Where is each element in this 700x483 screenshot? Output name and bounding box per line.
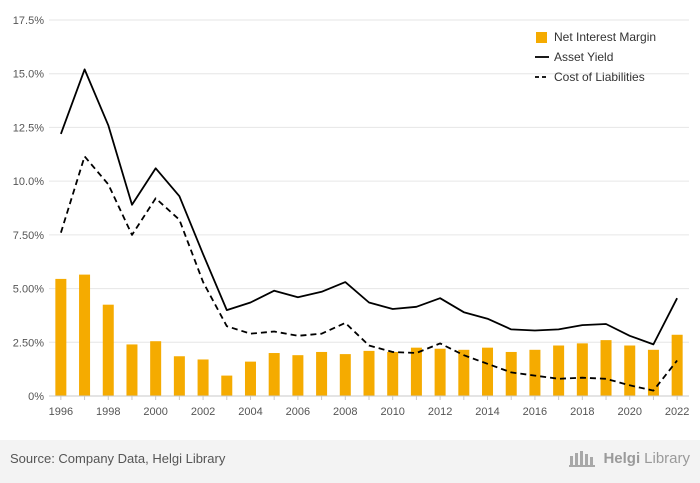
x-tick-label: 2010: [380, 406, 404, 418]
bar-net-interest-margin: [434, 348, 446, 396]
y-tick-label: 17.5%: [13, 15, 44, 27]
bar-net-interest-margin: [150, 341, 162, 396]
x-tick-label: 1996: [49, 406, 73, 418]
y-tick-label: 0%: [28, 391, 44, 403]
bar-net-interest-margin: [221, 375, 233, 396]
x-tick-label: 2008: [333, 406, 357, 418]
x-tick-label: 2012: [428, 406, 452, 418]
bar-net-interest-margin: [410, 347, 422, 396]
bar-net-interest-margin: [268, 353, 280, 396]
x-tick-label: 2002: [191, 406, 215, 418]
bar-net-interest-margin: [387, 351, 399, 396]
library-building-icon: [569, 451, 596, 467]
line-cost-of-liabilities: [60, 155, 678, 392]
x-tick-label: 2016: [523, 406, 547, 418]
legend-swatch-bar: [536, 32, 547, 43]
bar-net-interest-margin: [102, 304, 114, 396]
logo-text-helgi: Helgi: [603, 449, 641, 467]
x-tick-label: 2022: [665, 406, 689, 418]
bar-net-interest-margin: [79, 274, 91, 396]
bar-net-interest-margin: [316, 351, 328, 396]
bar-net-interest-margin: [482, 347, 494, 396]
bar-net-interest-margin: [600, 340, 612, 396]
x-tick-label: 2004: [238, 406, 262, 418]
y-tick-label: 12.5%: [13, 122, 44, 134]
bar-net-interest-margin: [339, 354, 351, 396]
line-layer: [60, 68, 678, 392]
legend-label: Cost of Liabilities: [554, 70, 645, 84]
bar-net-interest-margin: [671, 334, 683, 396]
bar-net-interest-margin: [244, 361, 256, 396]
bar-net-interest-margin: [576, 343, 588, 396]
bar-net-interest-margin: [647, 349, 659, 396]
bar-net-interest-margin: [126, 344, 138, 396]
x-tick-label: 2018: [570, 406, 594, 418]
y-tick-label: 7.50%: [13, 230, 44, 242]
legend-label: Net Interest Margin: [554, 30, 656, 44]
bar-net-interest-margin: [173, 356, 185, 396]
legend: Net Interest Margin Asset Yield Cost of Li…: [535, 30, 656, 84]
bar-net-interest-margin: [505, 351, 517, 396]
y-tick-label: 15.0%: [13, 69, 44, 81]
bar-net-interest-margin: [197, 359, 209, 396]
x-tick-label: 2006: [286, 406, 310, 418]
chart-svg: 0% 2.50% 5.00% 7.50% 10.0% 12.5% 15.0% 17.5% 199…: [13, 15, 690, 418]
line-asset-yield: [60, 68, 678, 346]
bar-net-interest-margin: [363, 350, 375, 396]
bar-net-interest-margin: [553, 345, 565, 396]
logo-text-library: Library: [644, 449, 690, 467]
bar-net-interest-margin: [55, 278, 67, 396]
x-tick-label: 2014: [475, 406, 499, 418]
source-note: Source: Company Data, Helgi Library: [10, 451, 226, 466]
x-tick-label: 1998: [96, 406, 120, 418]
helgi-library-logo: Helgi Library: [569, 449, 690, 467]
y-tick-label: 5.00%: [13, 284, 44, 296]
bar-net-interest-margin: [624, 345, 636, 396]
bar-layer: [55, 274, 683, 396]
x-tick-label: 2000: [143, 406, 167, 418]
x-tick-label: 2020: [617, 406, 641, 418]
legend-label: Asset Yield: [554, 50, 613, 64]
bar-net-interest-margin: [529, 349, 541, 396]
axis-layer: 0% 2.50% 5.00% 7.50% 10.0% 12.5% 15.0% 17.5% 199…: [13, 15, 690, 418]
bar-net-interest-margin: [292, 355, 304, 396]
bar-net-interest-margin: [458, 349, 470, 396]
y-tick-label: 10.0%: [13, 176, 44, 188]
y-tick-label: 2.50%: [13, 337, 44, 349]
